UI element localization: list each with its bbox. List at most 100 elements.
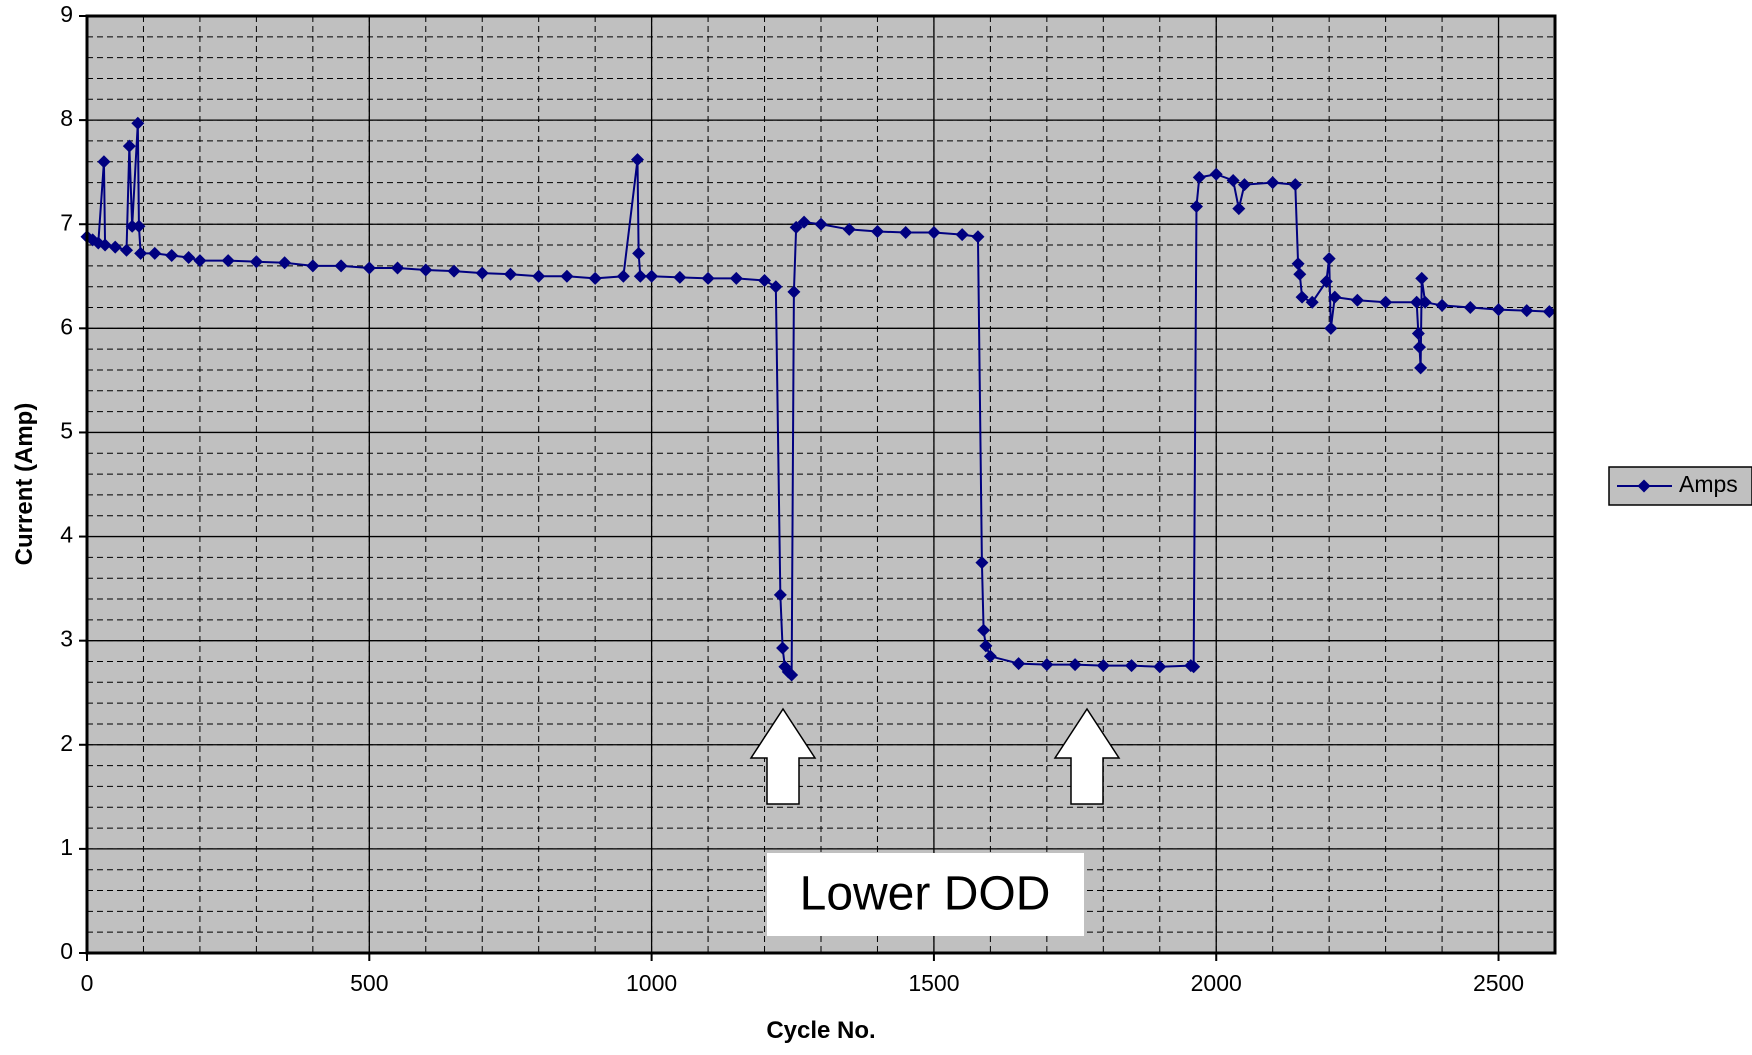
data-point	[1350, 293, 1364, 307]
data-point	[98, 238, 112, 252]
data-point	[977, 623, 991, 637]
x-tick-label: 0	[81, 970, 94, 996]
y-tick-label: 8	[60, 105, 73, 131]
data-point	[616, 269, 630, 283]
data-point	[1305, 295, 1319, 309]
x-tick-label: 1000	[626, 970, 677, 996]
data-point	[122, 139, 136, 153]
data-point	[306, 259, 320, 273]
data-point	[1288, 178, 1302, 192]
data-point	[362, 261, 376, 275]
y-tick-label: 7	[60, 209, 73, 235]
data-point	[1435, 298, 1449, 312]
data-point	[758, 273, 772, 287]
data-point	[1412, 340, 1426, 354]
data-point	[475, 266, 489, 280]
data-point	[1209, 167, 1223, 181]
data-point	[97, 155, 111, 169]
data-point	[645, 269, 659, 283]
data-point	[182, 251, 196, 265]
data-point	[773, 588, 787, 602]
data-point	[560, 269, 574, 283]
data-point	[955, 228, 969, 242]
data-point	[1232, 202, 1246, 216]
data-point	[785, 668, 799, 682]
data-point	[447, 264, 461, 278]
y-tick-label: 4	[60, 522, 73, 548]
y-tick-label: 5	[60, 418, 73, 444]
data-point	[899, 226, 913, 240]
legend: Amps	[1608, 466, 1752, 506]
data-point	[1291, 257, 1305, 271]
data-point	[1125, 659, 1139, 673]
data-point	[769, 280, 783, 294]
data-point	[1068, 658, 1082, 672]
annotation: Lower DOD	[800, 868, 1051, 921]
y-tick-label: 0	[60, 938, 73, 964]
data-point	[1415, 271, 1429, 285]
data-point	[1410, 295, 1424, 309]
y-tick-label: 6	[60, 313, 73, 339]
data-point	[1192, 170, 1206, 184]
data-point	[1328, 290, 1342, 304]
data-point	[1040, 658, 1054, 672]
arrow	[1053, 707, 1121, 805]
data-point	[249, 255, 263, 269]
y-tick-label: 9	[60, 1, 73, 27]
data-point	[1226, 173, 1240, 187]
data-point	[673, 270, 687, 284]
x-tick-label: 2500	[1473, 970, 1524, 996]
data-point	[1012, 657, 1026, 671]
data-point	[979, 639, 993, 653]
data-point	[1324, 321, 1338, 335]
data-point	[1418, 295, 1432, 309]
series	[80, 116, 1556, 682]
data-point	[131, 116, 145, 130]
data-point	[503, 267, 517, 281]
data-point	[334, 259, 348, 273]
data-point	[1319, 274, 1333, 288]
data-point	[278, 256, 292, 270]
data-point	[125, 219, 139, 233]
data-point	[787, 285, 801, 299]
data-point	[1266, 176, 1280, 190]
data-point	[132, 219, 146, 233]
data-point	[1322, 252, 1336, 266]
y-tick-label: 3	[60, 626, 73, 652]
plot-border	[85, 14, 1557, 955]
data-point	[870, 225, 884, 239]
data-point	[1463, 301, 1477, 315]
data-point	[776, 641, 790, 655]
x-axis-label: Cycle No.	[766, 1017, 875, 1044]
data-point	[108, 240, 122, 254]
data-point	[1237, 178, 1251, 192]
data-point	[971, 230, 985, 244]
arrow	[749, 707, 817, 805]
data-point	[1187, 660, 1201, 674]
data-point	[1096, 659, 1110, 673]
x-tick-label: 2000	[1191, 970, 1242, 996]
data-point	[927, 226, 941, 240]
data-point	[120, 243, 134, 257]
data-point	[633, 269, 647, 283]
x-tick-label: 1500	[908, 970, 959, 996]
data-point	[1189, 200, 1203, 214]
data-point	[797, 215, 811, 229]
data-point	[221, 254, 235, 268]
data-point	[419, 263, 433, 277]
data-point	[1293, 267, 1307, 281]
data-point	[134, 246, 148, 260]
data-point	[1411, 327, 1425, 341]
y-tick-label: 1	[60, 834, 73, 860]
x-tick-label: 500	[350, 970, 388, 996]
data-point	[1492, 303, 1506, 317]
data-point	[729, 271, 743, 285]
data-point	[701, 271, 715, 285]
data-point	[1414, 361, 1428, 375]
data-point	[193, 254, 207, 268]
legend-label: Amps	[1679, 471, 1738, 497]
y-axis-label: Current (Amp)	[11, 403, 38, 566]
data-point	[1520, 304, 1534, 318]
data-point	[631, 153, 644, 167]
